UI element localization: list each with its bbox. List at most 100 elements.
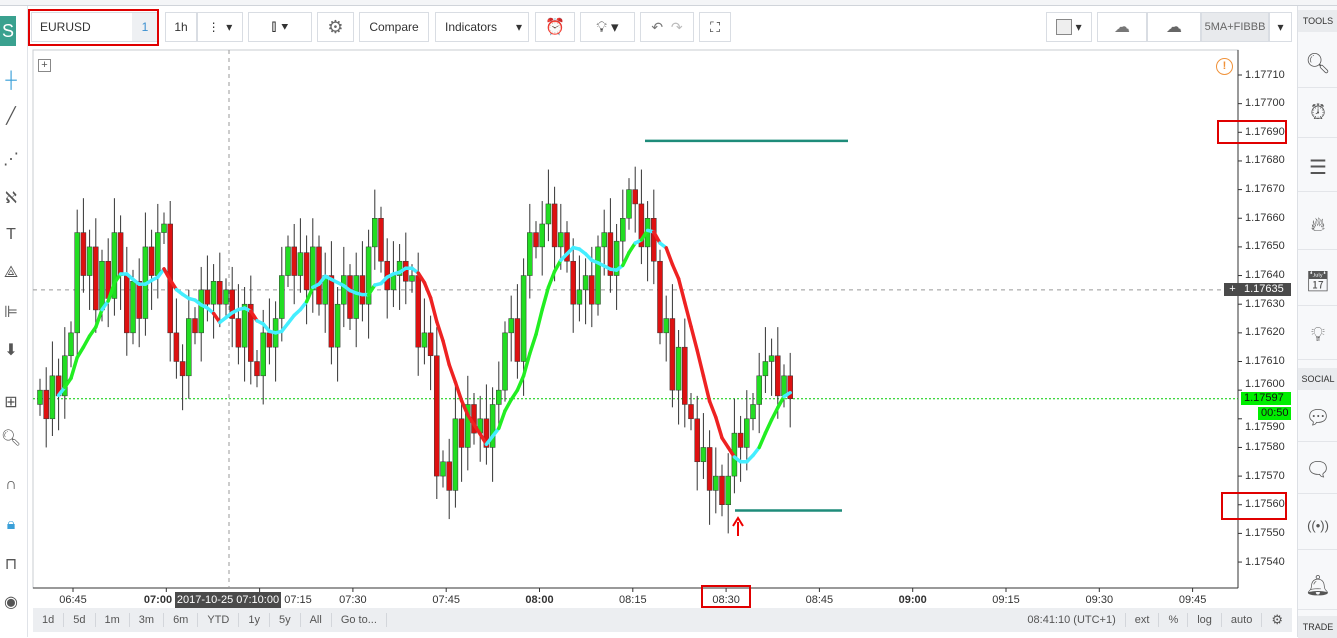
lightbulb-icon[interactable]: 💡︎ (1298, 312, 1337, 360)
candle (248, 303, 254, 362)
template-dropdown[interactable]: ▾ (1269, 12, 1292, 42)
chat-icon[interactable]: 💬︎ (1298, 394, 1337, 442)
undo-icon[interactable]: ↶ (651, 18, 664, 35)
time-tick-label: 07:45 (432, 594, 460, 606)
bottom-option-ytd[interactable]: YTD (198, 613, 240, 627)
lock-all-icon[interactable]: ⊓ (4, 556, 18, 573)
candle (80, 232, 87, 276)
moving-average-segment (112, 272, 123, 285)
price-tick-label: 1.17540 (1245, 555, 1285, 568)
candle (551, 203, 558, 248)
compare-button[interactable]: Compare (359, 12, 429, 42)
arrow-down-icon[interactable]: ⬇ (4, 342, 18, 359)
lock-icon[interactable]: 🔒︎ (6, 516, 16, 533)
bottom-option-1d[interactable]: 1d (33, 613, 65, 627)
fullscreen-icon: ⛶ (710, 18, 720, 35)
lightbulb-icon: 💡︎ ▾ (596, 19, 619, 36)
moving-average-segment (714, 415, 724, 440)
calendar-icon[interactable]: 📅︎ (1298, 258, 1337, 306)
alarm-icon[interactable]: ⏰︎ (1298, 90, 1337, 138)
candle (229, 289, 235, 319)
bell-icon[interactable]: 🔔︎ (1298, 562, 1337, 610)
bottom-option-3m[interactable]: 3m (130, 613, 165, 627)
price-chart[interactable] (0, 0, 1297, 608)
symbol-text: EURUSD (40, 20, 91, 34)
time-tick-label: 08:30 (712, 594, 740, 606)
bottom-option-auto[interactable]: auto (1222, 613, 1263, 627)
save-layout-button[interactable]: ☁ (1147, 12, 1201, 42)
bottom-option-5d[interactable]: 5d (64, 613, 96, 627)
text-icon[interactable]: T (6, 226, 16, 243)
crosshair-time-label: 2017-10-25 07:10:00 (175, 592, 281, 608)
candle (49, 375, 56, 420)
candle (241, 303, 248, 348)
price-tick-label: 1.17560 (1245, 498, 1285, 511)
settings-button[interactable]: ⚙ (317, 12, 354, 42)
broadcast-icon[interactable]: ((•)) (1298, 502, 1337, 550)
candle (427, 332, 434, 357)
candle (378, 218, 384, 262)
measure-icon[interactable]: ⊞ (4, 394, 18, 411)
candle (663, 318, 669, 334)
bottom-option-ext[interactable]: ext (1126, 613, 1160, 627)
trend-line-icon[interactable]: ╱ (6, 108, 16, 125)
interval-button[interactable]: 1h (165, 12, 197, 42)
chart-type-button[interactable]: ⫾ ▾ (248, 12, 312, 42)
candle (117, 232, 124, 276)
undo-redo-group[interactable]: ↶ ↷ (640, 12, 694, 42)
candle (390, 275, 397, 291)
moving-average-segment (304, 285, 315, 304)
price-tick-label: 1.17590 (1245, 420, 1285, 433)
moving-average-segment (69, 355, 79, 380)
candles-icon: ⫾ ▾ (271, 18, 289, 35)
prediction-icon[interactable]: ⊫ (4, 304, 18, 321)
expand-legend-button[interactable]: + (38, 59, 51, 72)
redo-icon[interactable]: ↷ (670, 18, 683, 35)
bottom-option-[interactable]: % (1159, 613, 1189, 627)
candle (130, 281, 136, 334)
moving-average-segment (459, 398, 470, 417)
add-price-icon[interactable]: + (1224, 283, 1241, 296)
candle (347, 275, 353, 319)
color-theme-button[interactable]: ▾ (1046, 12, 1092, 42)
candle (198, 289, 204, 334)
pitchfork-icon[interactable]: ⋰ (3, 151, 19, 168)
bottom-option-log[interactable]: log (1188, 613, 1222, 627)
price-tick-label: 1.17650 (1245, 240, 1285, 253)
fullscreen-button[interactable]: ⛶ (699, 12, 731, 42)
bottom-option-goto[interactable]: Go to... (332, 613, 387, 627)
warning-icon[interactable]: ! (1216, 58, 1233, 75)
template-button[interactable]: 5MA+FIBBB (1201, 12, 1269, 42)
private-chat-icon[interactable]: 🗨︎ (1298, 446, 1337, 494)
moving-average-segment (639, 228, 650, 242)
moving-average-segment (497, 409, 507, 431)
indicators-label: Indicators (445, 20, 498, 34)
candle (762, 361, 769, 377)
bottom-option-1y[interactable]: 1y (239, 613, 270, 627)
candle (737, 432, 744, 448)
indicators-button[interactable]: Indicators ▾ (435, 12, 529, 42)
bottom-option-6m[interactable]: 6m (164, 613, 199, 627)
eye-icon[interactable]: ◉ (4, 594, 18, 611)
bottom-option-5y[interactable]: 5y (270, 613, 301, 627)
flame-icon[interactable]: 🔥︎ (1298, 202, 1337, 250)
symbol-search-input[interactable]: EURUSD 1 (31, 12, 159, 42)
load-layout-button[interactable]: ☁ (1097, 12, 1147, 42)
alert-button[interactable]: ⏰ (535, 12, 575, 42)
crosshair-icon[interactable]: ┼ (5, 72, 17, 89)
clock: 08:41:10 (UTC+1) (1018, 613, 1126, 627)
list-icon[interactable]: ☰ (1298, 144, 1337, 192)
interval-dropdown[interactable]: ⋮ ▾ (197, 12, 243, 42)
candle (787, 375, 793, 399)
magnet-icon[interactable]: ∩ (5, 476, 17, 493)
pattern-icon[interactable]: ⟁ (3, 264, 19, 281)
candle (341, 275, 347, 305)
bottom-option-all[interactable]: All (301, 613, 332, 627)
fib-icon[interactable]: ℵ (5, 190, 17, 207)
bottom-option-1m[interactable]: 1m (96, 613, 130, 627)
gear-icon[interactable]: ⚙ (1271, 612, 1283, 627)
watchlist-search-icon[interactable]: 🔍︎ (1298, 40, 1337, 88)
ideas-button[interactable]: 💡︎ ▾ (580, 12, 635, 42)
zoom-icon[interactable]: 🔍︎ (0, 430, 22, 447)
candle (37, 389, 43, 405)
